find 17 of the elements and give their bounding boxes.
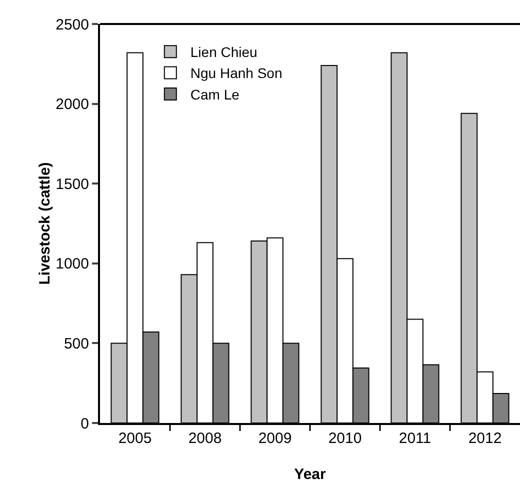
x-tick-label: 2010 [328, 430, 362, 447]
y-tick-label: 0 [80, 415, 89, 432]
y-tick-label: 2000 [56, 96, 89, 114]
y-tick-label: 2500 [56, 16, 89, 34]
legend-label: Cam Le [190, 86, 240, 102]
y-tick-label: 500 [64, 335, 89, 352]
y-axis-title: Livestock (cattle) [36, 162, 54, 285]
x-tick-label: 2012 [468, 430, 502, 447]
x-tick-label: 2011 [398, 430, 432, 447]
x-axis-title: Year [294, 466, 326, 483]
y-tick-label: 1500 [56, 176, 89, 193]
legend-label: Lien Chieu [190, 44, 258, 60]
x-tick-label: 2009 [258, 430, 292, 447]
legend-label: Ngu Hanh Son [190, 65, 282, 82]
y-tick-label: 1000 [56, 256, 89, 273]
x-tick-label: 2008 [188, 430, 222, 447]
x-tick-label: 2005 [118, 430, 152, 447]
